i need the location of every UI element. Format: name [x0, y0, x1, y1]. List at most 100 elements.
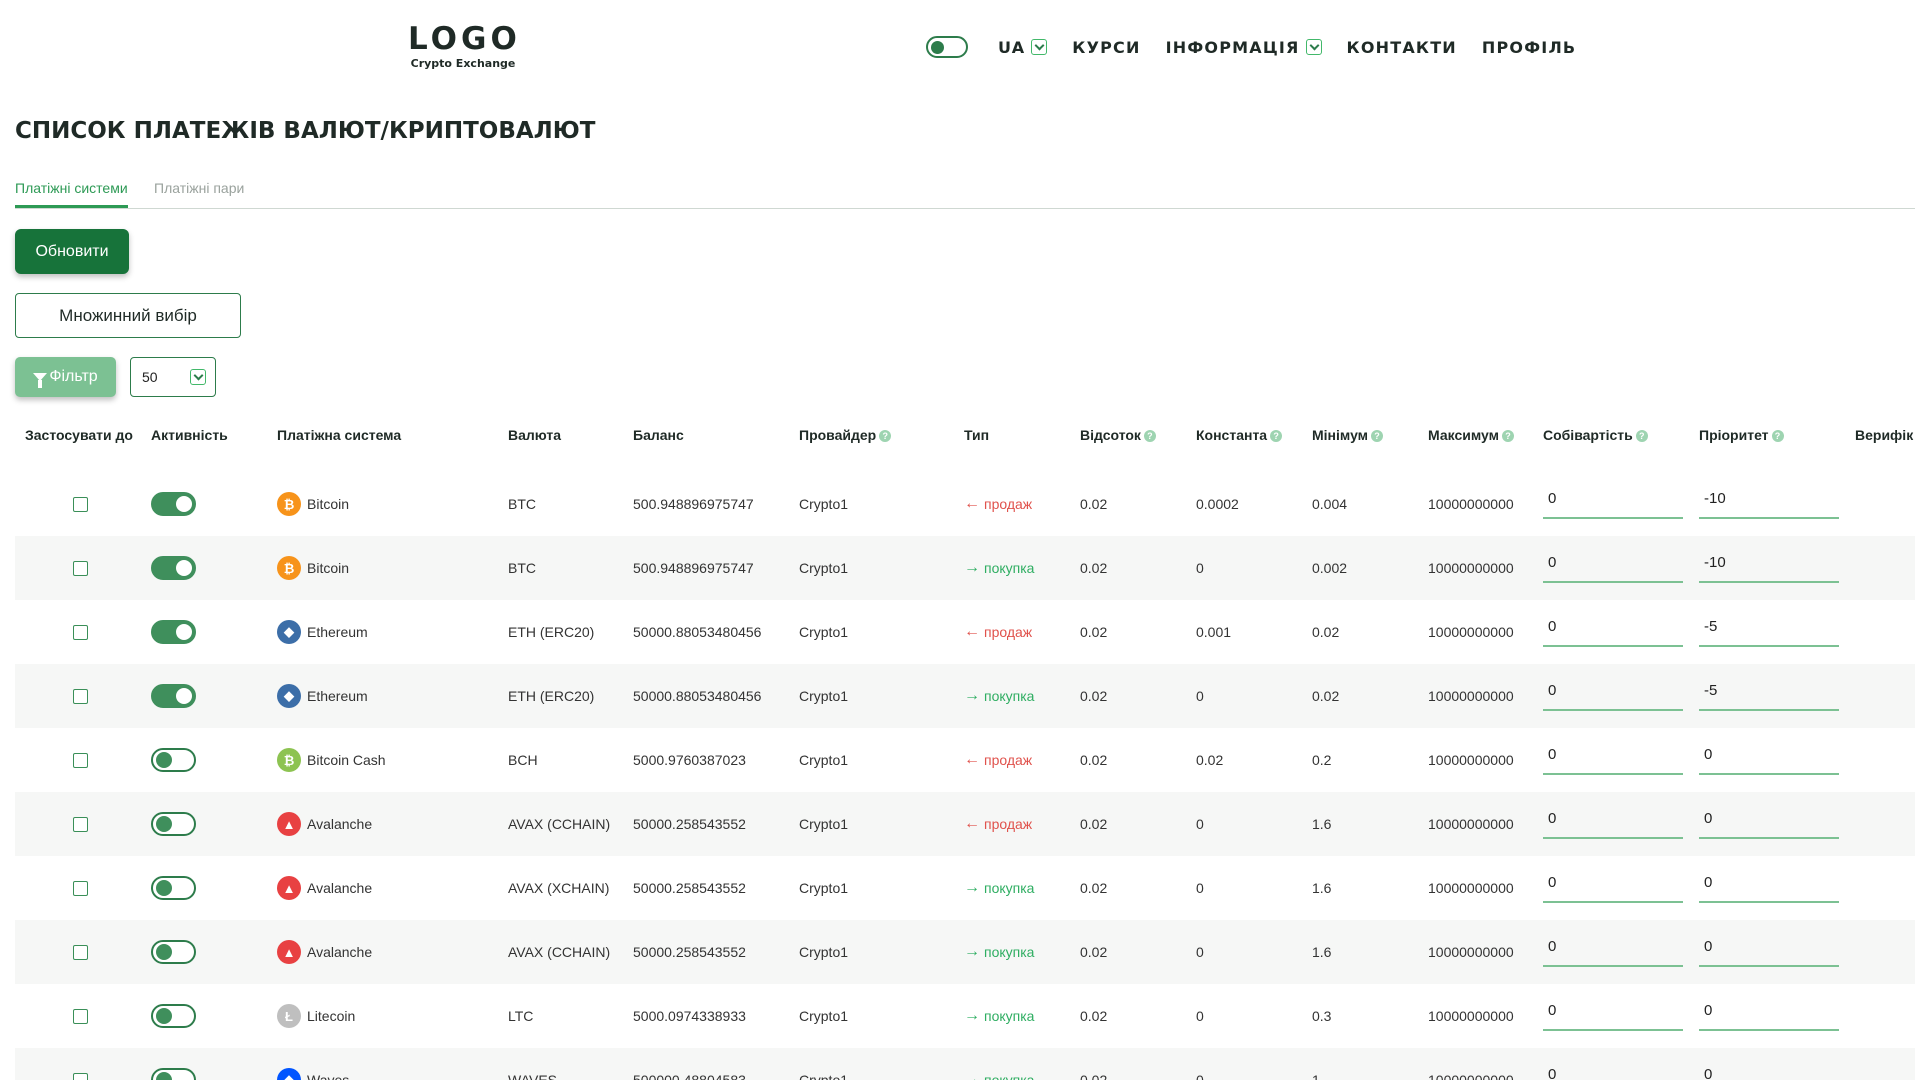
- priority-input[interactable]: -5: [1699, 609, 1839, 647]
- percent-cell: 0.02: [1080, 1008, 1108, 1024]
- apply-checkbox[interactable]: [73, 1008, 88, 1024]
- refresh-button[interactable]: Обновити: [15, 229, 129, 274]
- header-currency: Валюта: [508, 427, 562, 443]
- minimum-cell: 1.6: [1312, 944, 1332, 960]
- active-cell: [151, 920, 196, 984]
- header-provider: Провайдер?: [799, 426, 892, 445]
- priority-input[interactable]: 0: [1699, 737, 1839, 775]
- active-cell: [151, 792, 196, 856]
- type-cell: ← продаж: [964, 728, 1032, 792]
- active-toggle[interactable]: [151, 1068, 196, 1080]
- type-cell: → покупка: [964, 984, 1034, 1048]
- apply-cell: [73, 984, 88, 1048]
- active-toggle[interactable]: [151, 684, 196, 708]
- active-toggle[interactable]: [151, 1004, 196, 1028]
- minimum-cell: 0.3: [1312, 1008, 1332, 1024]
- apply-checkbox[interactable]: [73, 496, 88, 512]
- cost-input[interactable]: 0: [1543, 609, 1683, 647]
- cost-input[interactable]: 0: [1543, 737, 1683, 775]
- active-cell: [151, 664, 196, 728]
- active-toggle[interactable]: [151, 940, 196, 964]
- priority-input[interactable]: -10: [1699, 481, 1839, 519]
- help-icon[interactable]: ?: [1270, 429, 1283, 442]
- toggle-knob: [156, 880, 172, 896]
- nav-info[interactable]: ІНФОРМАЦІЯ: [1166, 38, 1322, 57]
- active-cell: [151, 600, 196, 664]
- header-apply: Застосувати до: [25, 427, 133, 443]
- cost-input[interactable]: 0: [1543, 481, 1683, 519]
- priority-input[interactable]: -5: [1699, 673, 1839, 711]
- nav-profile[interactable]: ПРОФІЛЬ: [1481, 37, 1577, 57]
- active-cell: [151, 536, 196, 600]
- toggle-knob: [156, 816, 172, 832]
- type-cell: ← продаж: [964, 792, 1032, 856]
- help-icon[interactable]: ?: [1771, 429, 1784, 442]
- theme-toggle[interactable]: [926, 36, 968, 58]
- priority-input[interactable]: 0: [1699, 801, 1839, 839]
- apply-checkbox[interactable]: [73, 560, 88, 576]
- help-icon[interactable]: ?: [1143, 429, 1156, 442]
- logo[interactable]: LOGO Crypto Exchange: [408, 22, 518, 70]
- nav-contacts[interactable]: КОНТАКТИ: [1346, 37, 1457, 57]
- priority-input[interactable]: 0: [1699, 993, 1839, 1031]
- constant-cell: 0: [1196, 688, 1204, 704]
- apply-checkbox[interactable]: [73, 944, 88, 960]
- active-toggle[interactable]: [151, 556, 196, 580]
- apply-checkbox[interactable]: [73, 880, 88, 896]
- priority-input[interactable]: -10: [1699, 545, 1839, 583]
- provider-cell: Crypto1: [799, 752, 849, 768]
- cost-input[interactable]: 0: [1543, 865, 1683, 903]
- table-row: ₿ Bitcoin BTC 500.948896975747 Crypto1 → покуп…: [15, 536, 1915, 600]
- header-constant-label: Константа: [1196, 427, 1268, 443]
- balance-cell: 50000.258543552: [633, 944, 746, 960]
- help-icon[interactable]: ?: [1501, 429, 1514, 442]
- tab-payment-systems[interactable]: Платіжні системи: [15, 180, 128, 208]
- active-toggle[interactable]: [151, 876, 196, 900]
- system-name: Waves: [307, 1072, 350, 1080]
- header-balance: Баланс: [633, 427, 684, 443]
- tab-payment-pairs[interactable]: Платіжні пари: [154, 180, 245, 196]
- multi-select-button[interactable]: Множинний вибір: [15, 293, 241, 338]
- cost-input[interactable]: 0: [1543, 673, 1683, 711]
- logo-text: LOGO: [408, 21, 521, 57]
- page-size-select[interactable]: 50: [130, 357, 216, 397]
- apply-checkbox[interactable]: [73, 816, 88, 832]
- percent-cell: 0.02: [1080, 560, 1108, 576]
- percent-cell: 0.02: [1080, 688, 1108, 704]
- active-toggle[interactable]: [151, 492, 196, 516]
- cost-input[interactable]: 0: [1543, 929, 1683, 967]
- apply-checkbox[interactable]: [73, 752, 88, 768]
- cost-input[interactable]: 0: [1543, 801, 1683, 839]
- minimum-cell: 1.6: [1312, 880, 1332, 896]
- chevron-down-icon: [1305, 39, 1322, 55]
- filter-label: Фільтр: [49, 368, 98, 385]
- help-icon[interactable]: ?: [879, 429, 892, 442]
- help-icon[interactable]: ?: [1635, 429, 1648, 442]
- provider-cell: Crypto1: [799, 496, 849, 512]
- active-toggle[interactable]: [151, 620, 196, 644]
- maximum-cell: 10000000000: [1428, 624, 1514, 640]
- system-name: Bitcoin: [307, 560, 350, 576]
- language-select[interactable]: UA: [998, 38, 1048, 57]
- cost-input[interactable]: 0: [1543, 545, 1683, 583]
- priority-input[interactable]: 0: [1699, 865, 1839, 903]
- nav-courses[interactable]: КУРСИ: [1072, 37, 1141, 57]
- cost-input[interactable]: 0: [1543, 993, 1683, 1031]
- active-toggle[interactable]: [151, 812, 196, 836]
- system-cell: ◆ Waves: [277, 1048, 349, 1080]
- apply-checkbox[interactable]: [73, 624, 88, 640]
- priority-input[interactable]: 0: [1699, 1057, 1839, 1080]
- apply-checkbox[interactable]: [73, 688, 88, 704]
- cost-input[interactable]: 0: [1543, 1057, 1683, 1080]
- apply-cell: [73, 600, 88, 664]
- type-label: покупка: [984, 688, 1035, 704]
- balance-cell: 5000.9760387023: [633, 752, 746, 768]
- provider-cell: Crypto1: [799, 624, 849, 640]
- type-label: покупка: [984, 944, 1035, 960]
- priority-input[interactable]: 0: [1699, 929, 1839, 967]
- help-icon[interactable]: ?: [1371, 429, 1384, 442]
- filter-button[interactable]: Фільтр: [15, 357, 116, 397]
- apply-checkbox[interactable]: [73, 1072, 88, 1080]
- arrow-right-icon: →: [964, 559, 980, 576]
- active-toggle[interactable]: [151, 748, 196, 772]
